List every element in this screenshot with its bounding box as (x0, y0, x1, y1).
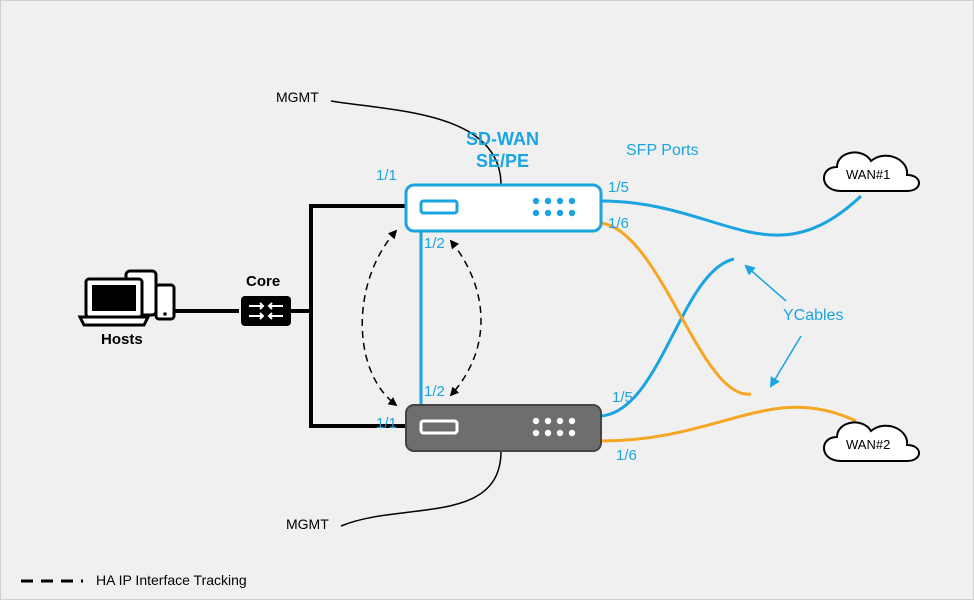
sfp-ports-label: SFP Ports (626, 141, 699, 160)
port-bot-11: 1/1 (376, 415, 397, 433)
sdwan-line2: SE/PE (466, 151, 539, 173)
mgmt-bottom-wire (341, 451, 501, 526)
hosts-icon (80, 271, 174, 325)
legend-label: HA IP Interface Tracking (96, 572, 247, 589)
hosts-label: Hosts (101, 331, 143, 349)
sdwan-line1: SD-WAN (466, 129, 539, 151)
sdwan-top-device (406, 185, 601, 231)
top-15-to-wan1 (601, 196, 861, 235)
port-top-16: 1/6 (608, 215, 629, 233)
port-top-12: 1/2 (424, 235, 445, 253)
bot-16-to-wan2 (601, 407, 856, 441)
port-bot-15: 1/5 (612, 389, 633, 407)
diagram-canvas: MGMT MGMT SD-WAN SE/PE SFP Ports YCables… (0, 0, 974, 600)
core-switch-icon (241, 296, 291, 326)
port-top-15: 1/5 (608, 179, 629, 197)
port-bot-16: 1/6 (616, 447, 637, 465)
core-label: Core (246, 273, 280, 291)
port-bot-12: 1/2 (424, 383, 445, 401)
ha-tracking-1 (362, 231, 396, 405)
mgmt-bottom-label: MGMT (286, 516, 329, 533)
core-to-top-11 (291, 206, 406, 311)
top-16-to-wan2 (601, 223, 751, 394)
mgmt-top-label: MGMT (276, 89, 319, 106)
ha-tracking-2 (451, 241, 481, 395)
sdwan-bottom-device (406, 405, 601, 451)
ycable-arrow-2 (771, 336, 801, 386)
ycables-label: YCables (783, 306, 843, 325)
sdwan-title: SD-WAN SE/PE (466, 129, 539, 172)
wan2-label: WAN#2 (846, 437, 890, 453)
port-top-11: 1/1 (376, 167, 397, 185)
ycable-arrow-1 (746, 266, 786, 301)
diagram-svg (1, 1, 974, 601)
wan1-label: WAN#1 (846, 167, 890, 183)
core-to-bot-11 (291, 311, 406, 426)
